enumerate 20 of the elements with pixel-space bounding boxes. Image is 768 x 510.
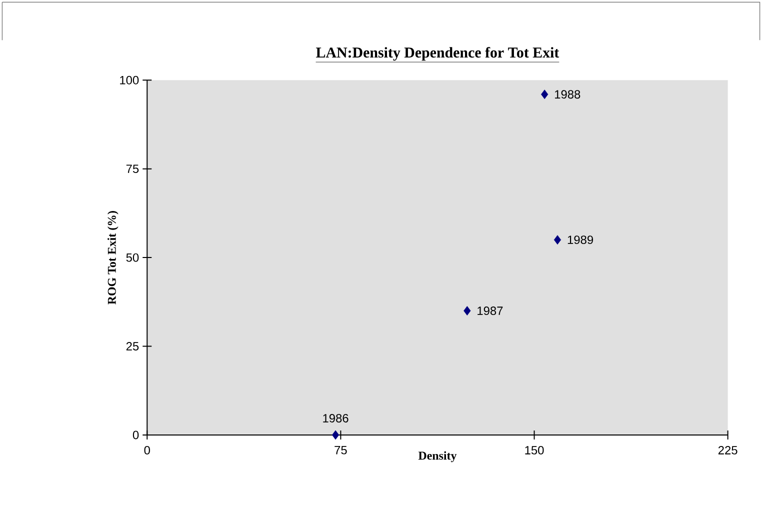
x-axis-title: Density (418, 451, 457, 462)
chart-title: LAN:Density Dependence for Tot Exit (316, 46, 560, 61)
x-tick-label: 225 (718, 446, 738, 454)
annotation: 1989 (568, 236, 594, 244)
y-tick-label: 25 (126, 342, 139, 350)
annotation: 1987 (478, 306, 503, 315)
annotation: 1986 (323, 414, 348, 422)
y-tick-label: 75 (126, 164, 139, 173)
y-tick-label: 100 (120, 76, 139, 84)
y-tick-label: 50 (126, 253, 139, 262)
y-axis-title: ROG Tot Exit (%) (108, 210, 118, 304)
point (541, 90, 548, 99)
x-tick-label: 75 (334, 446, 347, 454)
point (332, 430, 340, 440)
x-tick-label: 150 (525, 446, 544, 454)
point (464, 306, 471, 316)
x-tick-label: 0 (144, 446, 150, 454)
y-tick-label: 0 (132, 430, 139, 440)
annotation: 1988 (555, 90, 580, 99)
point (554, 235, 562, 244)
